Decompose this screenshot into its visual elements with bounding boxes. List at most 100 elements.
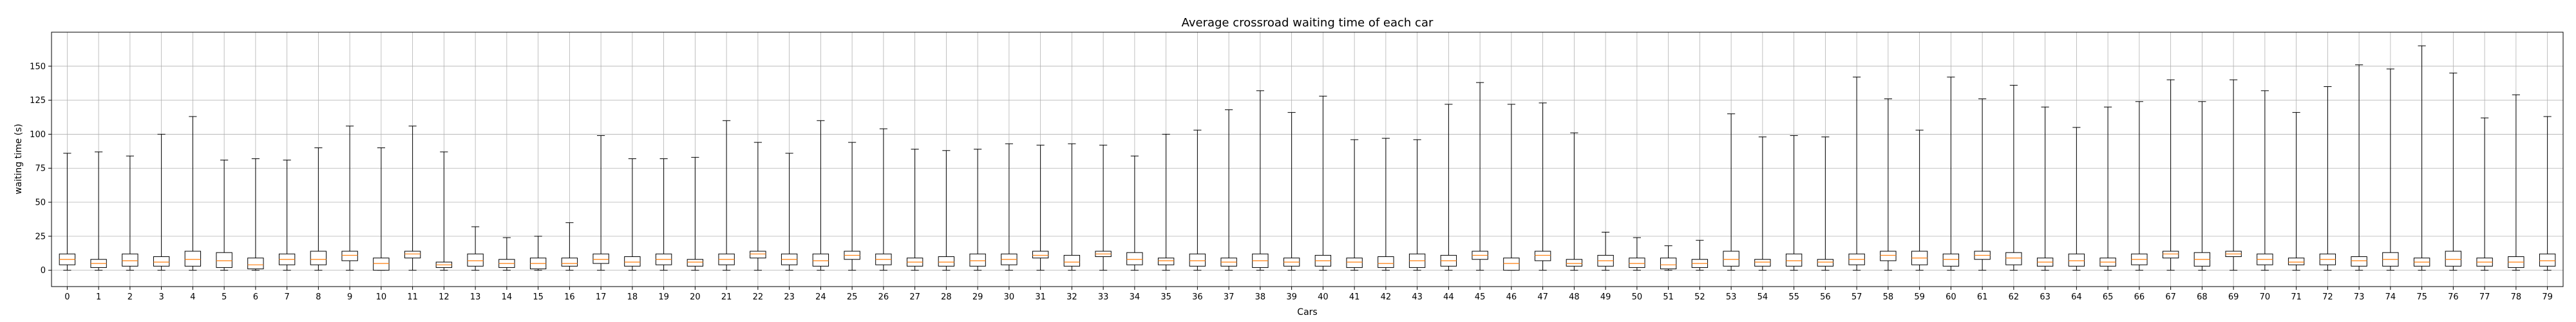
box-group [1880, 99, 1897, 271]
x-tick-label: 18 [627, 292, 638, 302]
box-group [1157, 133, 1175, 271]
box-body [2445, 251, 2462, 267]
x-tick-label: 65 [2103, 292, 2114, 302]
y-axis-label: waiting time (s) [14, 124, 24, 194]
box-body [122, 253, 138, 267]
x-tick-label: 29 [972, 292, 983, 302]
box-body [969, 253, 986, 267]
x-tick-label: 9 [347, 292, 352, 302]
box-group [1754, 137, 1771, 271]
x-tick-label: 1 [96, 292, 101, 302]
x-tick-label: 43 [1412, 292, 1423, 302]
box-group [1440, 104, 1457, 271]
y-tick-label: 50 [35, 198, 46, 208]
x-tick-label: 63 [2040, 292, 2050, 302]
box-body [2287, 258, 2305, 265]
box-body [750, 251, 766, 259]
x-tick-label: 22 [753, 292, 764, 302]
x-tick-label: 35 [1160, 292, 1171, 302]
x-tick-label: 4 [190, 292, 195, 302]
box-group [1472, 82, 1488, 271]
box-group [1001, 143, 1018, 271]
box-group [1566, 132, 1583, 271]
x-tick-label: 37 [1224, 292, 1235, 302]
box-group [1785, 135, 1803, 271]
box-body [373, 258, 390, 271]
x-tick-label: 25 [847, 292, 858, 302]
x-tick-label: 10 [376, 292, 387, 302]
box-body [1189, 253, 1206, 267]
box-body [561, 258, 578, 267]
x-tick-label: 58 [1883, 292, 1894, 302]
box-body [624, 256, 641, 267]
box-group [2193, 101, 2211, 271]
box-group [247, 158, 264, 271]
box-body [938, 256, 955, 267]
box-group [687, 156, 704, 271]
x-tick-label: 0 [64, 292, 70, 302]
box-group [2476, 117, 2493, 271]
x-tick-label: 72 [2322, 292, 2333, 302]
box-group [1189, 129, 1206, 271]
box-group [1629, 237, 1645, 271]
x-tick-label: 48 [1569, 292, 1580, 302]
box-group [467, 226, 484, 271]
box-body [404, 251, 421, 259]
box-body [341, 251, 358, 261]
box-body [1942, 253, 1960, 267]
x-tick-label: 57 [1852, 292, 1862, 302]
box-group [1942, 77, 1960, 271]
x-tick-label: 21 [721, 292, 732, 302]
box-group [153, 133, 170, 271]
box-group [1063, 143, 1081, 271]
box-group [216, 160, 232, 271]
box-group [341, 126, 358, 271]
box-group [655, 158, 672, 271]
box-body [153, 256, 170, 267]
box-body [687, 259, 704, 267]
x-tick-label: 8 [316, 292, 321, 302]
x-tick-label: 78 [2511, 292, 2522, 302]
box-body [1880, 251, 1897, 261]
box-group [2508, 94, 2524, 271]
box-group [529, 236, 547, 271]
x-tick-label: 67 [2165, 292, 2176, 302]
x-tick-label: 76 [2448, 292, 2459, 302]
box-body [1785, 253, 1803, 267]
x-tick-label: 36 [1192, 292, 1203, 302]
y-tick-label: 100 [30, 130, 46, 140]
box-body [2068, 253, 2085, 267]
boxes-layer [59, 45, 2556, 271]
x-tick-label: 13 [470, 292, 481, 302]
box-body [1660, 258, 1677, 270]
box-group [2413, 45, 2430, 271]
x-tick-label: 19 [658, 292, 669, 302]
box-group [2005, 84, 2022, 271]
box-group [1220, 109, 1237, 271]
x-tick-label: 73 [2354, 292, 2365, 302]
x-tick-label: 26 [878, 292, 889, 302]
x-tick-label: 54 [1757, 292, 1768, 302]
x-tick-label: 61 [1977, 292, 1988, 302]
x-tick-label: 68 [2197, 292, 2208, 302]
x-tick-label: 53 [1726, 292, 1737, 302]
box-body [310, 251, 327, 265]
x-tick-label: 2 [128, 292, 133, 302]
x-tick-label: 71 [2291, 292, 2302, 302]
x-tick-label: 32 [1066, 292, 1077, 302]
x-tick-label: 64 [2071, 292, 2082, 302]
box-group [1283, 112, 1300, 271]
box-body [1126, 252, 1143, 265]
box-group [2445, 72, 2462, 271]
x-tick-label: 33 [1098, 292, 1109, 302]
box-body [1754, 259, 1771, 267]
x-tick-label: 50 [1632, 292, 1643, 302]
x-tick-label: 7 [284, 292, 289, 302]
x-tick-label: 3 [158, 292, 164, 302]
box-group [1817, 137, 1834, 271]
x-tick-label: 77 [2479, 292, 2490, 302]
box-body [1566, 259, 1583, 267]
x-axis-label: Cars [1297, 307, 1317, 317]
box-group [2287, 112, 2305, 271]
box-group [781, 153, 798, 271]
